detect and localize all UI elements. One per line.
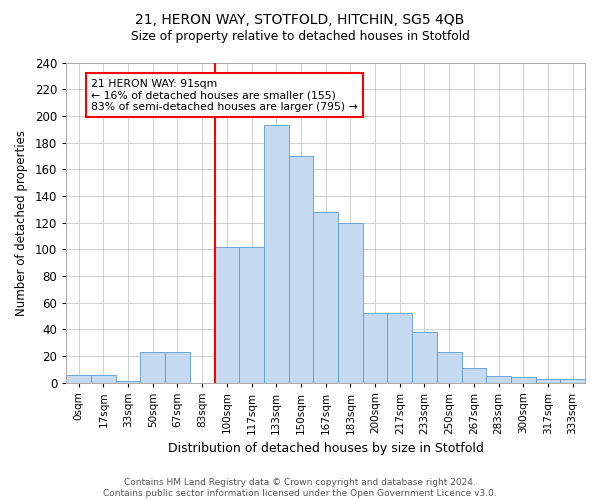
Bar xyxy=(239,246,264,382)
X-axis label: Distribution of detached houses by size in Stotfold: Distribution of detached houses by size … xyxy=(168,442,484,455)
Bar xyxy=(313,212,338,382)
Bar xyxy=(486,376,511,382)
Bar xyxy=(388,313,412,382)
Bar xyxy=(560,378,585,382)
Bar xyxy=(437,352,461,382)
Bar xyxy=(461,368,486,382)
Text: 21 HERON WAY: 91sqm
← 16% of detached houses are smaller (155)
83% of semi-detac: 21 HERON WAY: 91sqm ← 16% of detached ho… xyxy=(91,78,358,112)
Bar xyxy=(91,374,116,382)
Text: 21, HERON WAY, STOTFOLD, HITCHIN, SG5 4QB: 21, HERON WAY, STOTFOLD, HITCHIN, SG5 4Q… xyxy=(136,12,464,26)
Bar xyxy=(536,378,560,382)
Bar xyxy=(140,352,165,382)
Text: Contains HM Land Registry data © Crown copyright and database right 2024.
Contai: Contains HM Land Registry data © Crown c… xyxy=(103,478,497,498)
Bar xyxy=(67,374,91,382)
Text: Size of property relative to detached houses in Stotfold: Size of property relative to detached ho… xyxy=(131,30,469,43)
Bar xyxy=(363,313,388,382)
Bar xyxy=(165,352,190,382)
Bar xyxy=(338,222,363,382)
Bar xyxy=(116,381,140,382)
Bar xyxy=(215,246,239,382)
Bar xyxy=(264,125,289,382)
Y-axis label: Number of detached properties: Number of detached properties xyxy=(15,130,28,316)
Bar xyxy=(412,332,437,382)
Bar xyxy=(511,377,536,382)
Bar xyxy=(289,156,313,382)
